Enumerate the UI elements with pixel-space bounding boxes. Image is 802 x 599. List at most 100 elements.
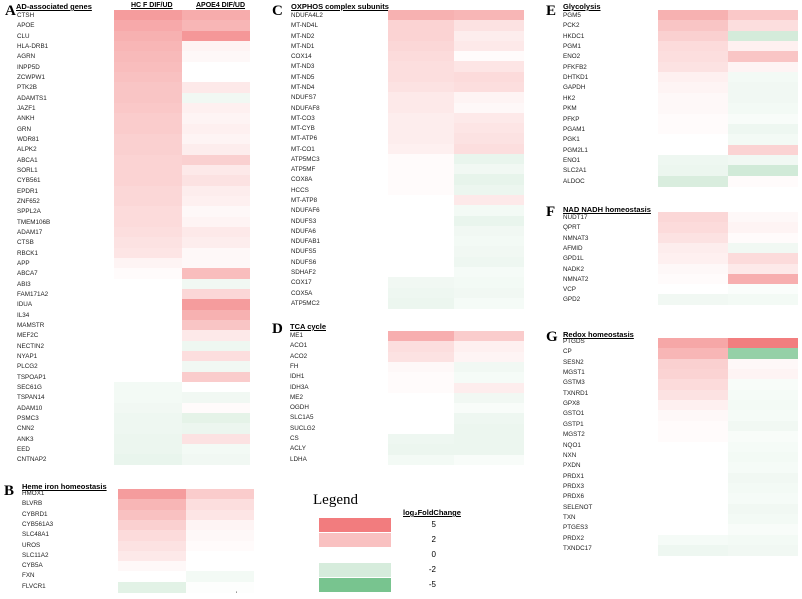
heatmap-cell — [182, 392, 250, 404]
gene-label: PRDX2 — [563, 534, 584, 542]
heatmap-cell — [114, 299, 182, 311]
heatmap-cell — [388, 123, 454, 134]
gene-label: PGM1 — [563, 43, 581, 51]
gene-label: PSMC3 — [17, 414, 39, 422]
gene-label: ALPK2 — [17, 146, 37, 154]
heatmap-cell — [114, 350, 182, 362]
heatmap-cell — [454, 423, 524, 435]
heatmap-cell — [728, 51, 798, 63]
heatmap-cell — [728, 10, 798, 21]
heatmap-cell — [388, 205, 454, 217]
gene-label: MT-ATP8 — [291, 197, 318, 205]
heatmap-cell — [114, 330, 182, 342]
gene-label: NQO1 — [563, 441, 581, 449]
heatmap-cell — [186, 561, 254, 572]
heatmap-cell — [728, 154, 798, 166]
heatmap-cell — [182, 319, 250, 331]
heatmap-cell — [454, 71, 524, 83]
heatmap-cell — [658, 431, 728, 443]
heatmap-cell — [658, 369, 728, 380]
heatmap-cell — [658, 10, 728, 21]
gene-label: NDUFS3 — [291, 217, 317, 225]
heatmap-cell — [114, 371, 182, 383]
heatmap-cell — [454, 382, 524, 394]
heatmap-cell — [114, 319, 182, 331]
heatmap-cell — [728, 369, 798, 380]
heatmap-cell — [182, 102, 250, 114]
gene-label: IDUA — [17, 301, 33, 309]
heatmap-cell — [658, 294, 728, 306]
gene-label: ME2 — [290, 393, 303, 401]
gene-label: PLCG2 — [17, 363, 38, 371]
heatmap-cell — [182, 71, 250, 83]
heatmap-cell — [728, 420, 798, 432]
heatmap-cell — [388, 184, 454, 196]
heatmap-cell — [728, 348, 798, 360]
heatmap-cell — [114, 433, 182, 445]
gene-label: JAZF1 — [17, 104, 36, 112]
heatmap-cell — [186, 581, 254, 593]
heatmap-cell — [454, 133, 524, 145]
heatmap-cell — [186, 550, 254, 562]
heatmap-cell — [388, 297, 454, 309]
panel-title: NAD NADH homeostasis — [563, 205, 651, 214]
heatmap-cell — [658, 513, 728, 525]
heatmap-cell — [182, 381, 250, 393]
heatmap-cell — [118, 489, 186, 500]
gene-label: EPDR1 — [17, 187, 38, 195]
heatmap-cell — [658, 134, 728, 146]
heatmap-cell — [454, 174, 524, 186]
heatmap-cell — [658, 61, 728, 73]
heatmap-cell — [114, 133, 182, 145]
heatmap-cell — [114, 10, 182, 21]
heatmap-cell — [182, 361, 250, 373]
heatmap-cell — [182, 30, 250, 42]
heatmap-cell — [114, 309, 182, 321]
heatmap-cell — [114, 412, 182, 424]
gene-label: PFKFB2 — [563, 63, 587, 71]
heatmap-cell — [728, 431, 798, 443]
heatmap-cell — [658, 165, 728, 177]
heatmap-cell — [388, 331, 454, 342]
gene-label: PFKP — [563, 115, 580, 123]
heatmap-cell — [454, 434, 524, 445]
heatmap-cell — [454, 246, 524, 258]
gene-label: PRDX3 — [563, 482, 584, 490]
gene-label: PGAM1 — [563, 125, 586, 133]
gene-label: ENO2 — [563, 53, 581, 61]
heatmap-cell — [182, 195, 250, 207]
heatmap-cell — [454, 195, 524, 206]
legend-value: 2 — [431, 535, 436, 544]
heatmap-cell — [728, 462, 798, 474]
heatmap-cell — [658, 503, 728, 515]
heatmap-cell — [454, 351, 524, 363]
heatmap-cell — [182, 206, 250, 218]
heatmap-cell — [728, 482, 798, 494]
heatmap-cell — [388, 236, 454, 248]
legend-value: -2 — [428, 565, 436, 574]
heatmap-cell — [658, 482, 728, 494]
heatmap-cell — [658, 232, 728, 244]
heatmap-cell — [388, 423, 454, 435]
legend-swatch — [319, 563, 391, 577]
heatmap-cell — [728, 451, 798, 463]
gene-label: ZNF652 — [17, 197, 40, 205]
heatmap-cell — [658, 284, 728, 295]
gene-label: WDR81 — [17, 135, 40, 143]
gene-label: NUDT17 — [563, 214, 588, 221]
gene-label: CNTNAP2 — [17, 456, 47, 464]
gene-label: PGK1 — [563, 136, 580, 144]
gene-label: SLC48A1 — [22, 531, 49, 539]
gene-label: IDH1 — [290, 373, 305, 381]
gene-label: NECTIN2 — [17, 342, 44, 350]
gene-label: PGM2L1 — [563, 146, 588, 154]
gene-label: ME1 — [290, 332, 303, 339]
heatmap-cell — [658, 144, 728, 156]
footnote-mark: ' — [236, 592, 238, 598]
heatmap-cell — [182, 226, 250, 238]
gene-label: MT-ND5 — [291, 73, 315, 81]
heatmap-cell — [454, 225, 524, 237]
heatmap-cell — [728, 524, 798, 536]
column-header-apoe4: APOE4 DIF/UD — [196, 2, 246, 9]
heatmap-cell — [118, 571, 186, 583]
